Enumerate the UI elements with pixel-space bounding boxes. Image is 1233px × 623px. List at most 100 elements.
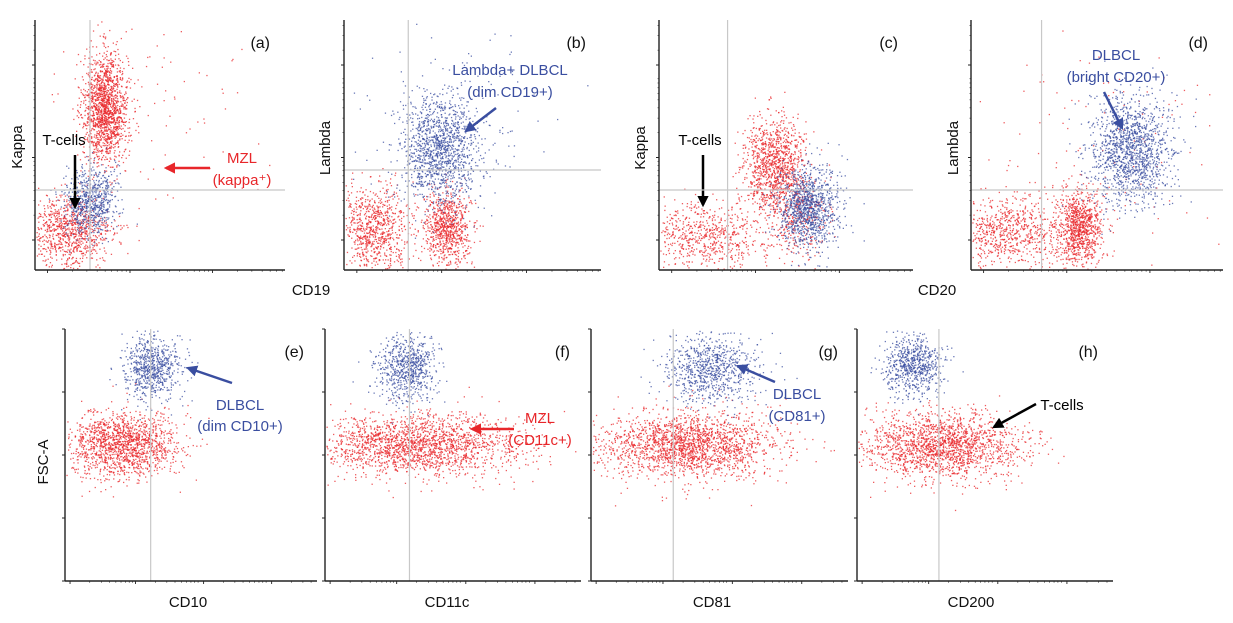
event-dot — [223, 93, 224, 94]
event-dot — [93, 113, 94, 114]
event-dot — [91, 89, 92, 90]
event-dot — [106, 118, 107, 119]
event-dot — [96, 87, 97, 88]
event-dot — [57, 213, 58, 214]
event-dot — [111, 86, 112, 87]
event-dot — [104, 260, 105, 261]
event-dot — [105, 72, 106, 73]
event-dot — [92, 101, 93, 102]
event-dot — [83, 79, 84, 80]
event-dot — [123, 162, 124, 163]
event-dot — [81, 253, 82, 254]
event-dot — [104, 159, 105, 160]
event-dot — [79, 220, 80, 221]
event-dot — [84, 236, 85, 237]
event-dot — [126, 82, 127, 83]
event-dot — [96, 112, 97, 113]
event-dot — [119, 138, 120, 139]
event-dot — [99, 150, 100, 151]
event-dot — [109, 144, 110, 145]
event-dot — [99, 158, 100, 159]
event-dot — [103, 93, 104, 94]
event-dot — [115, 138, 116, 139]
event-dot — [115, 127, 116, 128]
event-dot — [82, 117, 83, 118]
event-dot — [50, 241, 51, 242]
event-dot — [71, 244, 72, 245]
event-dot — [51, 266, 52, 267]
event-dot — [71, 229, 72, 230]
event-dot — [65, 245, 66, 246]
event-dot — [74, 262, 75, 263]
event-dot — [63, 218, 64, 219]
event-dot — [83, 64, 84, 65]
event-dot — [92, 84, 93, 85]
event-dot — [113, 115, 114, 116]
event-dot — [86, 214, 87, 215]
event-dot — [97, 148, 98, 149]
event-dot — [88, 89, 89, 90]
event-dot — [104, 98, 105, 99]
event-dot — [68, 203, 69, 204]
event-dot — [121, 96, 122, 97]
event-dot — [91, 71, 92, 72]
event-dot — [96, 243, 97, 244]
event-dot — [110, 157, 111, 158]
event-dot — [45, 259, 46, 260]
event-dot — [109, 152, 110, 153]
event-dot — [114, 119, 115, 120]
event-dot — [92, 46, 93, 47]
event-dot — [56, 250, 57, 251]
event-dot — [101, 113, 102, 114]
event-dot — [104, 89, 105, 90]
event-dot — [107, 145, 108, 146]
event-dot — [95, 78, 96, 79]
event-dot — [91, 69, 92, 70]
event-dot — [115, 136, 116, 137]
event-dot — [105, 135, 106, 136]
event-dot — [111, 72, 112, 73]
event-dot — [107, 113, 108, 114]
event-dot — [58, 214, 59, 215]
event-dot — [79, 240, 80, 241]
event-dot — [65, 242, 66, 243]
event-dot — [94, 105, 95, 106]
event-dot — [120, 229, 121, 230]
event-dot — [103, 59, 104, 60]
event-dot — [81, 92, 82, 93]
event-dot — [184, 81, 185, 82]
event-dot — [100, 36, 101, 37]
event-dot — [95, 123, 96, 124]
event-dot — [38, 248, 39, 249]
event-dot — [134, 83, 135, 84]
event-dot — [93, 235, 94, 236]
event-dot — [58, 237, 59, 238]
event-dot — [51, 208, 52, 209]
event-dot — [51, 211, 52, 212]
event-dot — [54, 206, 55, 207]
event-dot — [104, 68, 105, 69]
event-dot — [66, 260, 67, 261]
event-dot — [56, 205, 57, 206]
event-dot — [98, 156, 99, 157]
event-dot — [80, 61, 81, 62]
event-dot — [104, 93, 105, 94]
event-dot — [67, 228, 68, 229]
event-dot — [85, 110, 86, 111]
event-dot — [59, 243, 60, 244]
event-dot — [64, 199, 65, 200]
event-dot — [51, 246, 52, 247]
event-dot — [95, 125, 96, 126]
event-dot — [124, 151, 125, 152]
event-dot — [114, 109, 115, 110]
event-dot — [124, 118, 125, 119]
event-dot — [114, 146, 115, 147]
event-dot — [47, 195, 48, 196]
event-dot — [98, 116, 99, 117]
event-dot — [118, 121, 119, 122]
event-dot — [86, 242, 87, 243]
event-dot — [69, 202, 70, 203]
event-dot — [110, 148, 111, 149]
event-dot — [99, 131, 100, 132]
event-dot — [61, 185, 62, 186]
